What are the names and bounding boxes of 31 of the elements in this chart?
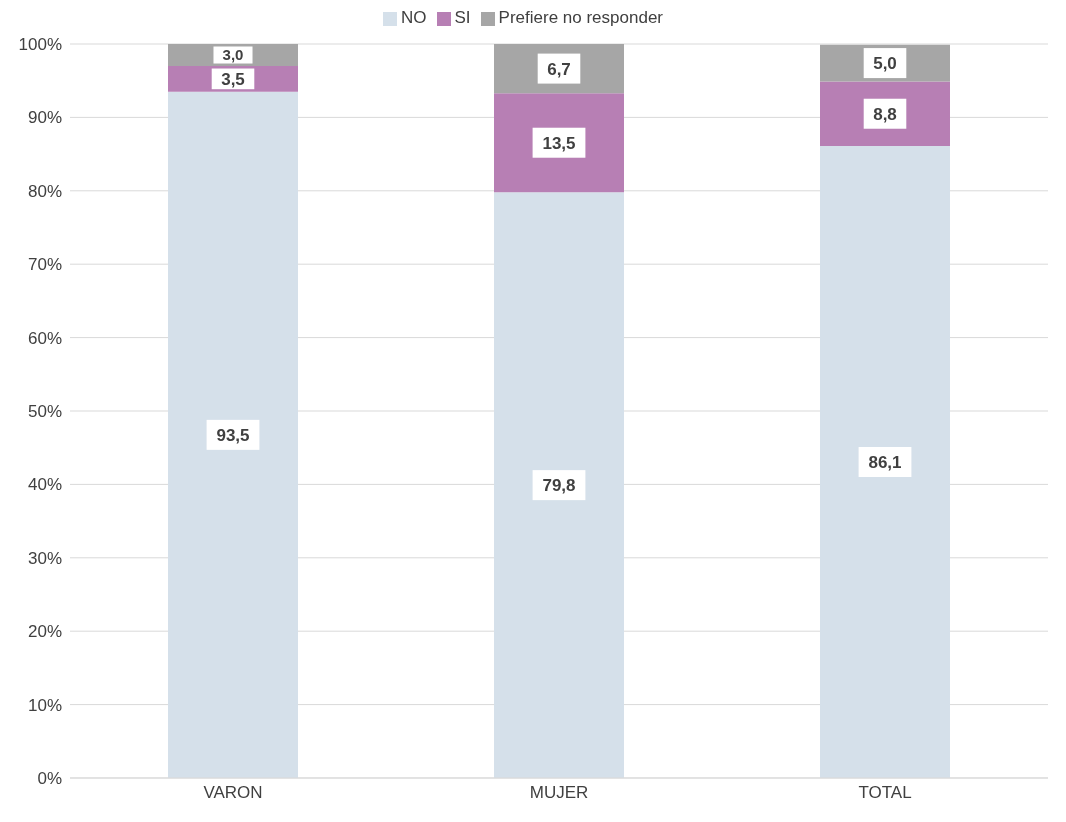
y-tick-label: 50%: [27, 402, 62, 422]
y-tick-label: 80%: [27, 181, 62, 201]
legend-label: SI: [454, 8, 471, 27]
bar: [494, 93, 624, 193]
y-tick-label: 70%: [27, 255, 62, 275]
bar: [820, 146, 950, 778]
y-tick-label: 100%: [18, 35, 62, 55]
x-tick-label: VARON: [203, 783, 263, 803]
data-label: 93,5: [216, 425, 250, 445]
data-label: 79,8: [542, 476, 576, 496]
y-tick-label: 10%: [27, 695, 62, 715]
data-label: 8,8: [873, 104, 897, 124]
data-label: 3,0: [222, 46, 244, 64]
y-tick-label: 0%: [37, 769, 62, 789]
data-label: 6,7: [547, 59, 571, 79]
data-label: 13,5: [542, 133, 576, 153]
y-tick-label: 30%: [27, 548, 62, 568]
legend-label: Prefiere no responder: [498, 8, 663, 27]
legend-label: NO: [401, 8, 427, 27]
bar: [494, 192, 624, 778]
y-tick-label: 20%: [27, 622, 62, 642]
y-tick-label: 40%: [27, 475, 62, 495]
y-tick-label: 90%: [27, 108, 62, 128]
data-label: 3,5: [221, 69, 245, 89]
data-label: 86,1: [868, 453, 902, 473]
y-tick-label: 60%: [27, 328, 62, 348]
bar: [168, 91, 298, 778]
x-tick-label: TOTAL: [858, 783, 912, 803]
data-label: 5,0: [873, 54, 897, 74]
bar: [820, 81, 950, 147]
x-tick-label: MUJER: [529, 783, 589, 803]
